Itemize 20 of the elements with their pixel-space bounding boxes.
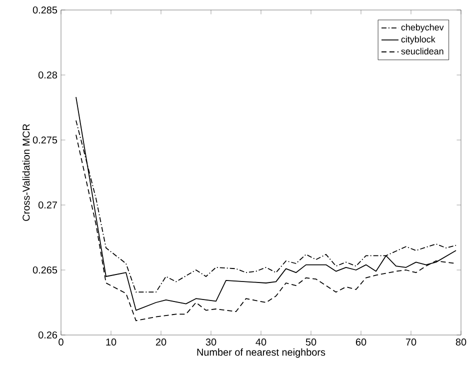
legend-label: chebychev [401,24,444,32]
x-tick-label: 40 [256,338,266,346]
x-tick-label: 0 [58,338,64,346]
y-tick-label: 0.275 [32,136,58,144]
y-tick-label: 0.285 [32,6,58,14]
x-tick-label: 60 [356,338,366,346]
x-tick-label: 30 [206,338,216,346]
y-tick-label: 0.28 [38,71,58,79]
x-tick-label: 10 [106,338,116,346]
y-tick-label: 0.265 [32,266,58,274]
y-tick-label: 0.27 [38,201,57,209]
x-tick-label: 80 [456,338,466,346]
legend-label: seuclidean [401,48,444,54]
y-axis-title: Cross-Validation MCR [22,124,30,221]
x-tick-label: 70 [406,338,416,346]
x-axis-title: Number of nearest neighbors [197,348,326,358]
x-tick-label: 20 [156,338,166,346]
x-tick-label: 50 [306,338,316,346]
legend-label: cityblock [401,36,436,44]
y-tick-label: 0.26 [38,331,58,339]
